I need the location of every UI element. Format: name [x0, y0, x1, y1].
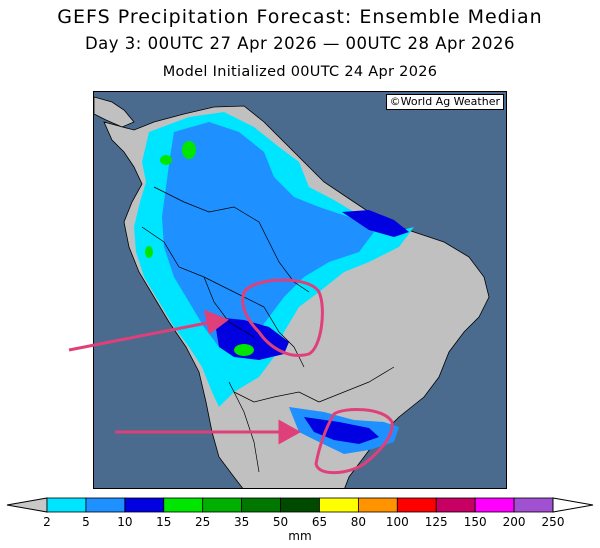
forecast-period: Day 3: 00UTC 27 Apr 2026 — 00UTC 28 Apr …	[84, 34, 516, 53]
colorbar-segment	[202, 497, 243, 513]
model-init-time: Model Initialized 00UTC 24 Apr 2026	[162, 64, 438, 80]
rain-south-core	[304, 417, 379, 444]
colorbar-tick-label: 200	[503, 515, 526, 529]
rain-25mm-spot-3	[160, 155, 172, 165]
colorbar-segment	[124, 497, 165, 513]
colorbar-segment	[435, 497, 476, 513]
colorbar-tick-label: 100	[386, 515, 409, 529]
colorbar-high-arrow	[552, 497, 594, 513]
colorbar-tick-label: 2	[43, 515, 51, 529]
map-title: GEFS Precipitation Forecast: Ensemble Me…	[57, 6, 543, 28]
highlight-circle-west	[241, 278, 324, 357]
colorbar-tick-label: 15	[156, 515, 171, 529]
rain-15mm-region	[214, 317, 289, 360]
colorbar-tick-label: 25	[195, 515, 210, 529]
rain-25mm-spot-1	[234, 344, 254, 356]
highlight-circle-south	[314, 408, 394, 475]
country-borders	[141, 186, 395, 473]
rain-25mm-spot-4	[145, 246, 153, 258]
rain-25mm-spot-2	[182, 141, 196, 159]
colorbar-tick-label: 50	[273, 515, 288, 529]
colorbar-unit-label: mm	[288, 529, 311, 543]
land-central-america	[94, 96, 135, 128]
colorbar-tick-label: 250	[542, 515, 565, 529]
colorbar-tick-label: 65	[312, 515, 327, 529]
colorbar-segment	[46, 497, 87, 513]
rain-10mm-region	[162, 122, 374, 352]
colorbar-segment	[513, 497, 554, 513]
colorbar-segment	[280, 497, 320, 513]
colorbar-segment	[241, 497, 281, 513]
colorbar-segment	[163, 497, 204, 513]
precipitation-map: ©World Ag Weather	[93, 91, 507, 489]
colorbar-segment	[396, 497, 437, 513]
colorbar-tick-label: 35	[234, 515, 249, 529]
colorbar-segment	[357, 497, 398, 513]
credit-label: ©World Ag Weather	[385, 94, 504, 110]
colorbar-tick-label: 125	[425, 515, 448, 529]
colorbar-tick-label: 150	[464, 515, 487, 529]
colorbar-low-arrow	[6, 497, 48, 513]
colorbar-segment	[474, 497, 515, 513]
map-canvas	[94, 96, 490, 488]
colorbar-tick-label: 10	[117, 515, 132, 529]
colorbar-tick-label: 5	[82, 515, 90, 529]
colorbar-segment	[85, 497, 126, 513]
rain-north-coast-core	[342, 210, 409, 237]
colorbar-segment	[319, 497, 359, 513]
colorbar-tick-label: 80	[351, 515, 366, 529]
